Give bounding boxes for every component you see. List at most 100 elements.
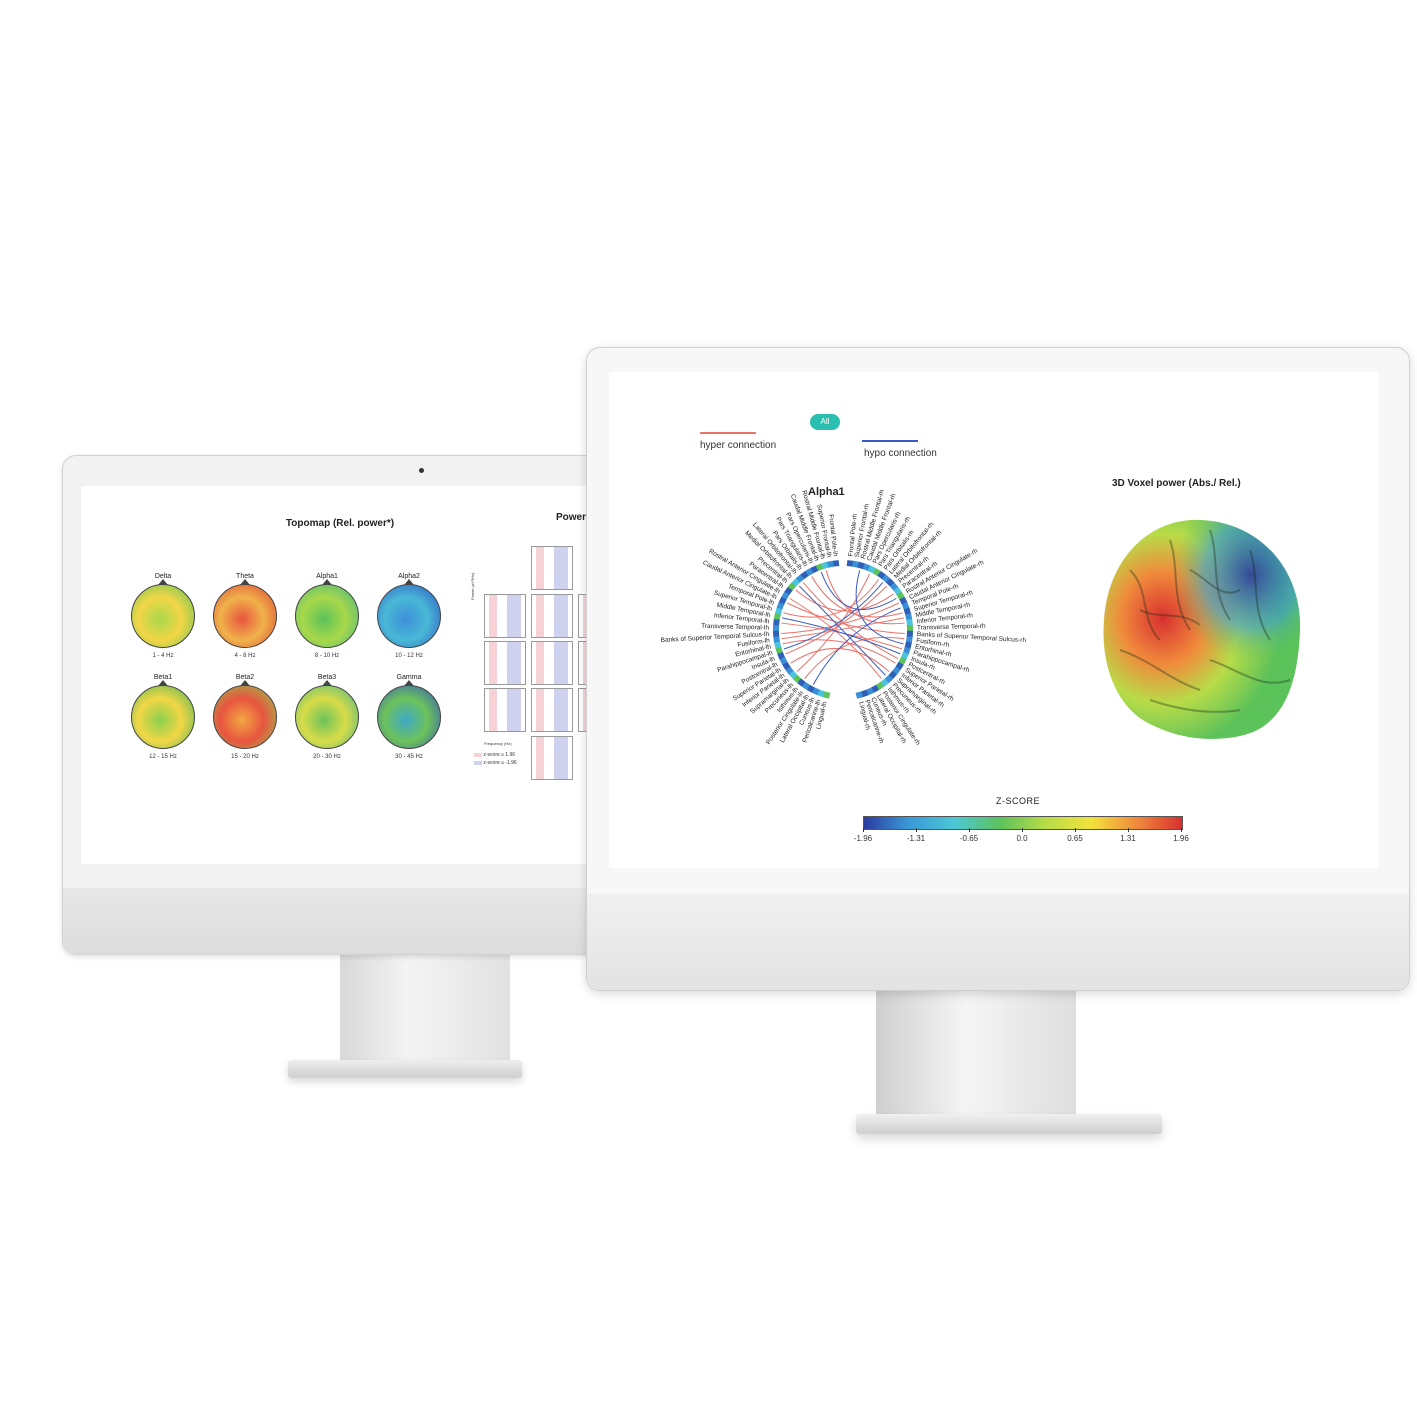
region-node bbox=[812, 687, 821, 696]
positive-zscore-shade bbox=[489, 595, 497, 637]
region-node bbox=[904, 641, 912, 649]
front-monitor-stand-foot bbox=[856, 1114, 1162, 1134]
region-node bbox=[905, 613, 913, 621]
hyper-connection-chord bbox=[811, 576, 903, 618]
zscore-tick-label: -0.65 bbox=[959, 834, 979, 843]
ps-legend-positive-label: z-score ≥ 1.96 bbox=[483, 752, 516, 758]
region-node bbox=[821, 561, 829, 570]
power-spectrum-panel bbox=[531, 546, 573, 590]
brain-sulcus bbox=[1169, 539, 1191, 631]
region-label: Transverse Temporal-lh bbox=[701, 623, 769, 632]
topomap-band-name: Delta bbox=[154, 573, 172, 580]
region-node bbox=[857, 561, 865, 570]
region-node bbox=[815, 563, 824, 572]
topomap-band-range: 10 - 12 Hz bbox=[395, 653, 423, 659]
hypo-connection-chord bbox=[820, 571, 897, 611]
region-node bbox=[776, 602, 785, 610]
zscore-tick-label: 1.96 bbox=[1173, 834, 1189, 843]
zscore-tick-mark bbox=[1128, 828, 1129, 832]
hyper-connection-chord bbox=[783, 578, 880, 618]
ps-legend-negative-label: z-score ≤ -1.96 bbox=[483, 760, 517, 766]
back-monitor bbox=[62, 455, 624, 955]
zscore-tick-mark bbox=[969, 828, 970, 832]
region-node bbox=[860, 689, 869, 698]
ps-legend-negative: z-score ≤ -1.96 bbox=[474, 760, 517, 766]
region-node bbox=[846, 560, 854, 567]
voxel-power-title: 3D Voxel power (Abs./ Rel.) bbox=[1112, 478, 1241, 489]
topomap-band-range: 4 - 8 Hz bbox=[234, 653, 256, 659]
power-axis-label: Power (uV²/Hz) bbox=[470, 572, 475, 600]
topomap-head bbox=[377, 579, 441, 648]
zscore-tick-label: 0.65 bbox=[1067, 834, 1083, 843]
ps-legend-swatch-positive bbox=[474, 752, 482, 757]
region-node bbox=[906, 619, 913, 626]
region-node bbox=[906, 630, 914, 637]
topomap-band-range: 8 - 10 Hz bbox=[314, 653, 340, 659]
region-node bbox=[774, 641, 782, 649]
topomap-head bbox=[131, 579, 195, 648]
topomap-head bbox=[295, 680, 359, 749]
ps-legend-positive: z-score ≥ 1.96 bbox=[474, 752, 515, 758]
negative-zscore-shade bbox=[507, 595, 521, 637]
hypo-connection-swatch bbox=[862, 440, 918, 442]
negative-zscore-shade bbox=[507, 642, 521, 684]
power-axis-label-wrap: Power (uV²/Hz) bbox=[470, 560, 478, 680]
zscore-colorbar bbox=[863, 816, 1183, 830]
brain-sulcus bbox=[1209, 529, 1231, 621]
positive-zscore-shade bbox=[536, 689, 544, 731]
brain-sulcus bbox=[1189, 569, 1241, 594]
hypo-connection-chord bbox=[812, 607, 902, 685]
negative-zscore-shade bbox=[554, 737, 568, 779]
brain-sulcus bbox=[1139, 609, 1201, 626]
brain-sulcus bbox=[1119, 649, 1201, 691]
hypo-connection-chord bbox=[782, 617, 901, 655]
topomap-head bbox=[377, 680, 441, 749]
topomap-band-name: Alpha1 bbox=[316, 573, 338, 580]
negative-zscore-shade bbox=[554, 689, 568, 731]
topomap-band-name: Gamma bbox=[396, 674, 422, 681]
brain-sulcus bbox=[1249, 549, 1271, 641]
region-node bbox=[903, 646, 911, 655]
positive-zscore-shade bbox=[536, 737, 544, 779]
power-spectrum-panel bbox=[484, 641, 526, 685]
positive-zscore-shade bbox=[489, 642, 497, 684]
zscore-tick-mark bbox=[1075, 828, 1076, 832]
hyper-connection-chord bbox=[804, 636, 905, 680]
zscore-tick-label: 1.31 bbox=[1120, 834, 1136, 843]
power-spectrum-panel bbox=[531, 688, 573, 732]
positive-zscore-shade bbox=[536, 595, 544, 637]
zscore-tick-mark bbox=[863, 828, 864, 832]
topomap-gamma: Gamma 30 - 45 Hz bbox=[374, 674, 444, 760]
hyper-connection-swatch bbox=[700, 432, 756, 434]
power-spectrum-panel bbox=[484, 594, 526, 638]
hypo-connection-chord bbox=[783, 582, 884, 650]
brain-sulcus bbox=[1149, 699, 1241, 713]
topomap-band-name: Beta2 bbox=[235, 674, 255, 681]
topomap-band-range: 30 - 45 Hz bbox=[395, 754, 423, 760]
region-node bbox=[900, 651, 909, 660]
region-node bbox=[826, 560, 834, 568]
topomap-beta1: Beta1 12 - 15 Hz bbox=[128, 674, 198, 760]
topomap-beta2: Beta2 15 - 20 Hz bbox=[210, 674, 280, 760]
zscore-tick-label: 0.0 bbox=[1016, 834, 1028, 843]
region-node bbox=[906, 625, 914, 632]
zscore-tick-label: -1.96 bbox=[853, 834, 873, 843]
positive-zscore-shade bbox=[536, 642, 544, 684]
region-label: Frontal Pole-lh bbox=[827, 514, 838, 557]
topomap-delta: Delta 1 - 4 Hz bbox=[128, 573, 198, 659]
hyper-connection-chord bbox=[781, 617, 904, 640]
back-monitor-stand-neck bbox=[340, 952, 510, 1064]
all-filter-button[interactable]: All bbox=[810, 414, 840, 430]
region-node bbox=[832, 560, 840, 567]
region-node bbox=[773, 613, 781, 621]
topomap-band-name: Theta bbox=[236, 573, 254, 580]
zscore-title: Z-SCORE bbox=[996, 796, 1040, 806]
topomap-band-name: Beta3 bbox=[317, 674, 337, 681]
negative-zscore-shade bbox=[554, 642, 568, 684]
hyper-connection-chord bbox=[825, 570, 905, 625]
topomap-band-range: 12 - 15 Hz bbox=[149, 754, 177, 760]
region-node bbox=[862, 563, 871, 572]
hyper-connection-chord bbox=[802, 582, 899, 660]
power-spectrum-panel bbox=[531, 594, 573, 638]
power-spectrum-title: Power s bbox=[556, 512, 595, 523]
